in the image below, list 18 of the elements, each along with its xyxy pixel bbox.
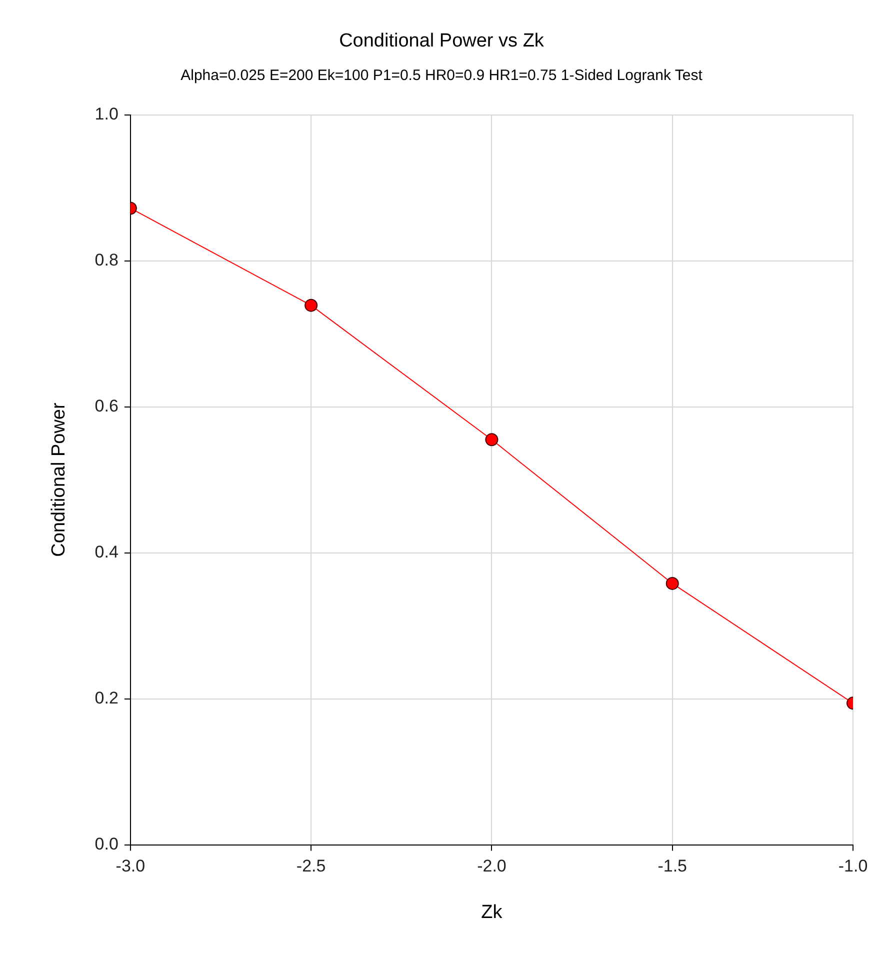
point — [485, 433, 498, 446]
x-tick-label: -1.5 — [658, 856, 688, 876]
y-tick-label: 0.6 — [94, 396, 118, 416]
y-tick-label: 1.0 — [94, 104, 118, 124]
chart-subtitle: Alpha=0.025 E=200 Ek=100 P1=0.5 HR0=0.9 HR1=0.75 1-Sided Logrank Test — [180, 66, 704, 84]
x-axis-title: Zk — [481, 902, 503, 923]
y-tick-label: 0.8 — [94, 250, 118, 270]
y-tick-label: 0.4 — [94, 542, 118, 562]
x-tick-label: -1.0 — [838, 856, 868, 876]
y-tick-label: 0.0 — [94, 834, 118, 854]
y-tick-label: 0.2 — [94, 688, 118, 708]
point — [666, 576, 679, 590]
point — [304, 298, 318, 312]
chart-title: Conditional Power vs Zk — [339, 30, 544, 52]
x-tick-label: -3.0 — [116, 856, 146, 876]
x-tick-label: -2.5 — [296, 856, 326, 876]
x-tick-label: -2.0 — [477, 856, 506, 876]
y-axis-title: Conditional Power — [48, 402, 70, 557]
